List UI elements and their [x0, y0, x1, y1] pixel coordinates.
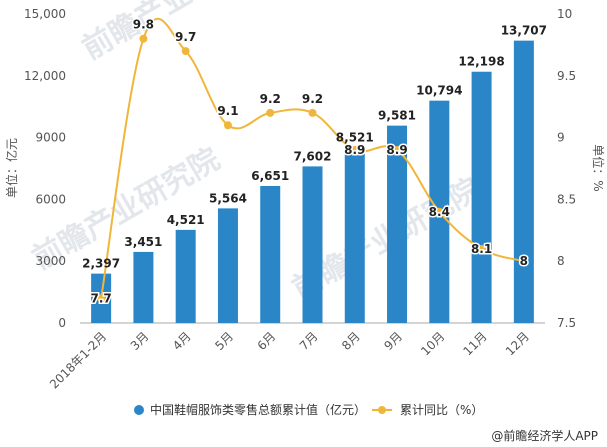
bar-value-label: 3,451	[124, 235, 162, 249]
line-point	[97, 294, 106, 303]
legend: 中国鞋帽服饰类零售总额累计值（亿元） 累计同比（%）	[134, 402, 483, 417]
bar-value-label: 12,198	[458, 55, 504, 69]
line-value-label: 8.4	[429, 205, 450, 219]
x-tick-label: 5月	[212, 329, 236, 353]
bar	[302, 166, 323, 323]
bar-value-label: 7,602	[294, 149, 332, 163]
legend-line-label: 累计同比（%）	[400, 403, 483, 417]
line-point	[139, 34, 148, 43]
line-value-label: 8.9	[386, 143, 407, 157]
x-tick-label: 6月	[255, 329, 279, 353]
bar	[175, 229, 196, 323]
line-point	[350, 145, 359, 154]
x-tick-label: 11月	[461, 329, 490, 358]
bar-value-label: 4,521	[167, 213, 205, 227]
line-value-label: 8.9	[344, 143, 365, 157]
x-tick-label: 7月	[297, 329, 321, 353]
x-tick-label: 9月	[381, 329, 405, 353]
bar-value-label: 10,794	[416, 84, 462, 98]
bar-value-label: 6,651	[251, 169, 289, 183]
x-tick-label: 8月	[339, 329, 363, 353]
line-point	[181, 47, 190, 56]
legend-bar-label: 中国鞋帽服饰类零售总额累计值（亿元）	[150, 402, 366, 417]
bar-value-label: 9,581	[378, 109, 416, 123]
y-left-tick-label: 0	[58, 316, 66, 330]
line-point	[393, 145, 402, 154]
line-value-label: 9.2	[302, 92, 323, 106]
bar	[217, 208, 238, 323]
bar-value-label: 8,521	[336, 130, 374, 144]
bar	[260, 185, 281, 323]
y-right-title: 单位：%	[591, 144, 606, 191]
y-right-tick-label: 9.5	[557, 69, 576, 83]
line-point	[266, 108, 275, 117]
line-value-label: 7.7	[91, 291, 112, 305]
bar-series	[91, 40, 534, 324]
line-series	[97, 17, 528, 303]
x-tick-label: 4月	[170, 329, 194, 353]
bar	[471, 71, 492, 324]
y-left-tick-label: 6000	[35, 192, 66, 206]
y-left-tick-label: 12,000	[24, 69, 66, 83]
line-point	[223, 121, 232, 130]
y-left-title: 单位：亿元	[4, 138, 19, 198]
line-point	[477, 244, 486, 253]
line-value-label: 9.7	[175, 30, 196, 44]
x-tick-label: 12月	[503, 329, 532, 358]
legend-line-marker-dot	[378, 406, 386, 414]
line-value-label: 8.1	[471, 242, 492, 256]
bar-value-label: 13,707	[501, 24, 547, 38]
line-value-label: 8	[520, 254, 528, 268]
y-right-tick-label: 9	[557, 131, 565, 145]
bar-value-label: 5,564	[209, 191, 247, 205]
y-right-tick-label: 7.5	[557, 316, 576, 330]
x-tick-label: 10月	[418, 329, 447, 358]
line-value-label: 9.1	[217, 104, 238, 118]
bar-value-label: 2,397	[82, 257, 120, 271]
source-credit: @前瞻经济学人APP	[491, 428, 598, 443]
y-right-tick-label: 8	[557, 254, 565, 268]
y-left-tick-label: 15,000	[24, 7, 66, 21]
line-value-label: 9.2	[260, 92, 281, 106]
line-point	[435, 207, 444, 216]
y-left-tick-label: 9000	[35, 131, 66, 145]
line-point	[308, 108, 317, 117]
y-right-tick-label: 10	[557, 7, 572, 21]
bar	[513, 40, 534, 323]
line-point	[519, 257, 528, 266]
x-tick-label: 2018年1-2月	[47, 329, 109, 391]
x-tick-label: 3月	[128, 329, 152, 353]
y-left-tick-label: 3000	[35, 254, 66, 268]
bar	[133, 251, 154, 323]
line-value-label: 9.8	[133, 18, 154, 32]
bar	[344, 147, 365, 323]
bar	[387, 125, 408, 323]
data-labels: 2,397 3,451 4,521 5,564 6,651 7,602 8,521 9,581…	[82, 16, 547, 307]
y-right-tick-label: 8.5	[557, 192, 576, 206]
legend-bar-marker	[134, 405, 144, 415]
